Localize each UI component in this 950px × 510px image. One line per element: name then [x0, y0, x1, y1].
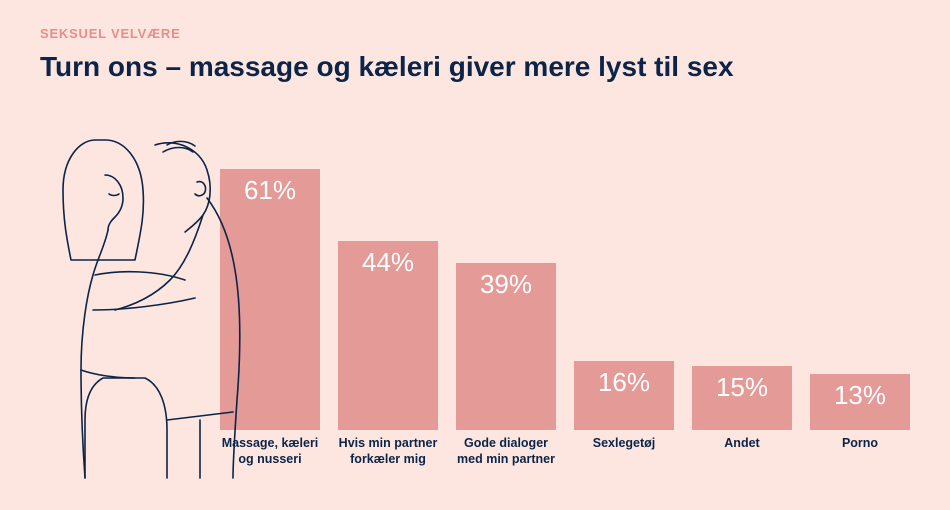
bar-row: 61% 44% 39% 16% 15% 13%	[220, 130, 910, 430]
bar: 44%	[338, 241, 438, 430]
bar-label: Hvis min partner forkæler mig	[338, 430, 438, 480]
eyebrow-text: SEKSUEL VELVÆRE	[40, 26, 910, 41]
bar-col-5: 13%	[810, 374, 910, 430]
chart-area: 61% 44% 39% 16% 15% 13% Massage, kæleri og nu…	[40, 120, 910, 480]
bar-label: Andet	[692, 430, 792, 480]
bar-label: Porno	[810, 430, 910, 480]
bar-value: 16%	[574, 367, 674, 398]
infographic-canvas: SEKSUEL VELVÆRE Turn ons – massage og kæ…	[0, 0, 950, 510]
bar-label: Massage, kæleri og nusseri	[220, 430, 320, 480]
bar-value: 15%	[692, 372, 792, 403]
bar-label: Sexlegetøj	[574, 430, 674, 480]
bar-value: 44%	[338, 247, 438, 278]
page-title: Turn ons – massage og kæleri giver mere …	[40, 51, 910, 83]
bar-col-3: 16%	[574, 361, 674, 430]
bar-col-0: 61%	[220, 169, 320, 430]
label-row: Massage, kæleri og nusseri Hvis min partn…	[220, 430, 910, 480]
bar: 15%	[692, 366, 792, 430]
bar-value: 61%	[220, 175, 320, 206]
bar-label: Gode dialoger med min partner	[456, 430, 556, 480]
bar-value: 13%	[810, 380, 910, 411]
bar: 16%	[574, 361, 674, 430]
bar: 39%	[456, 263, 556, 430]
bar-col-4: 15%	[692, 366, 792, 430]
bar: 61%	[220, 169, 320, 430]
bar-col-2: 39%	[456, 263, 556, 430]
bar-value: 39%	[456, 269, 556, 300]
bar: 13%	[810, 374, 910, 430]
bar-col-1: 44%	[338, 241, 438, 430]
